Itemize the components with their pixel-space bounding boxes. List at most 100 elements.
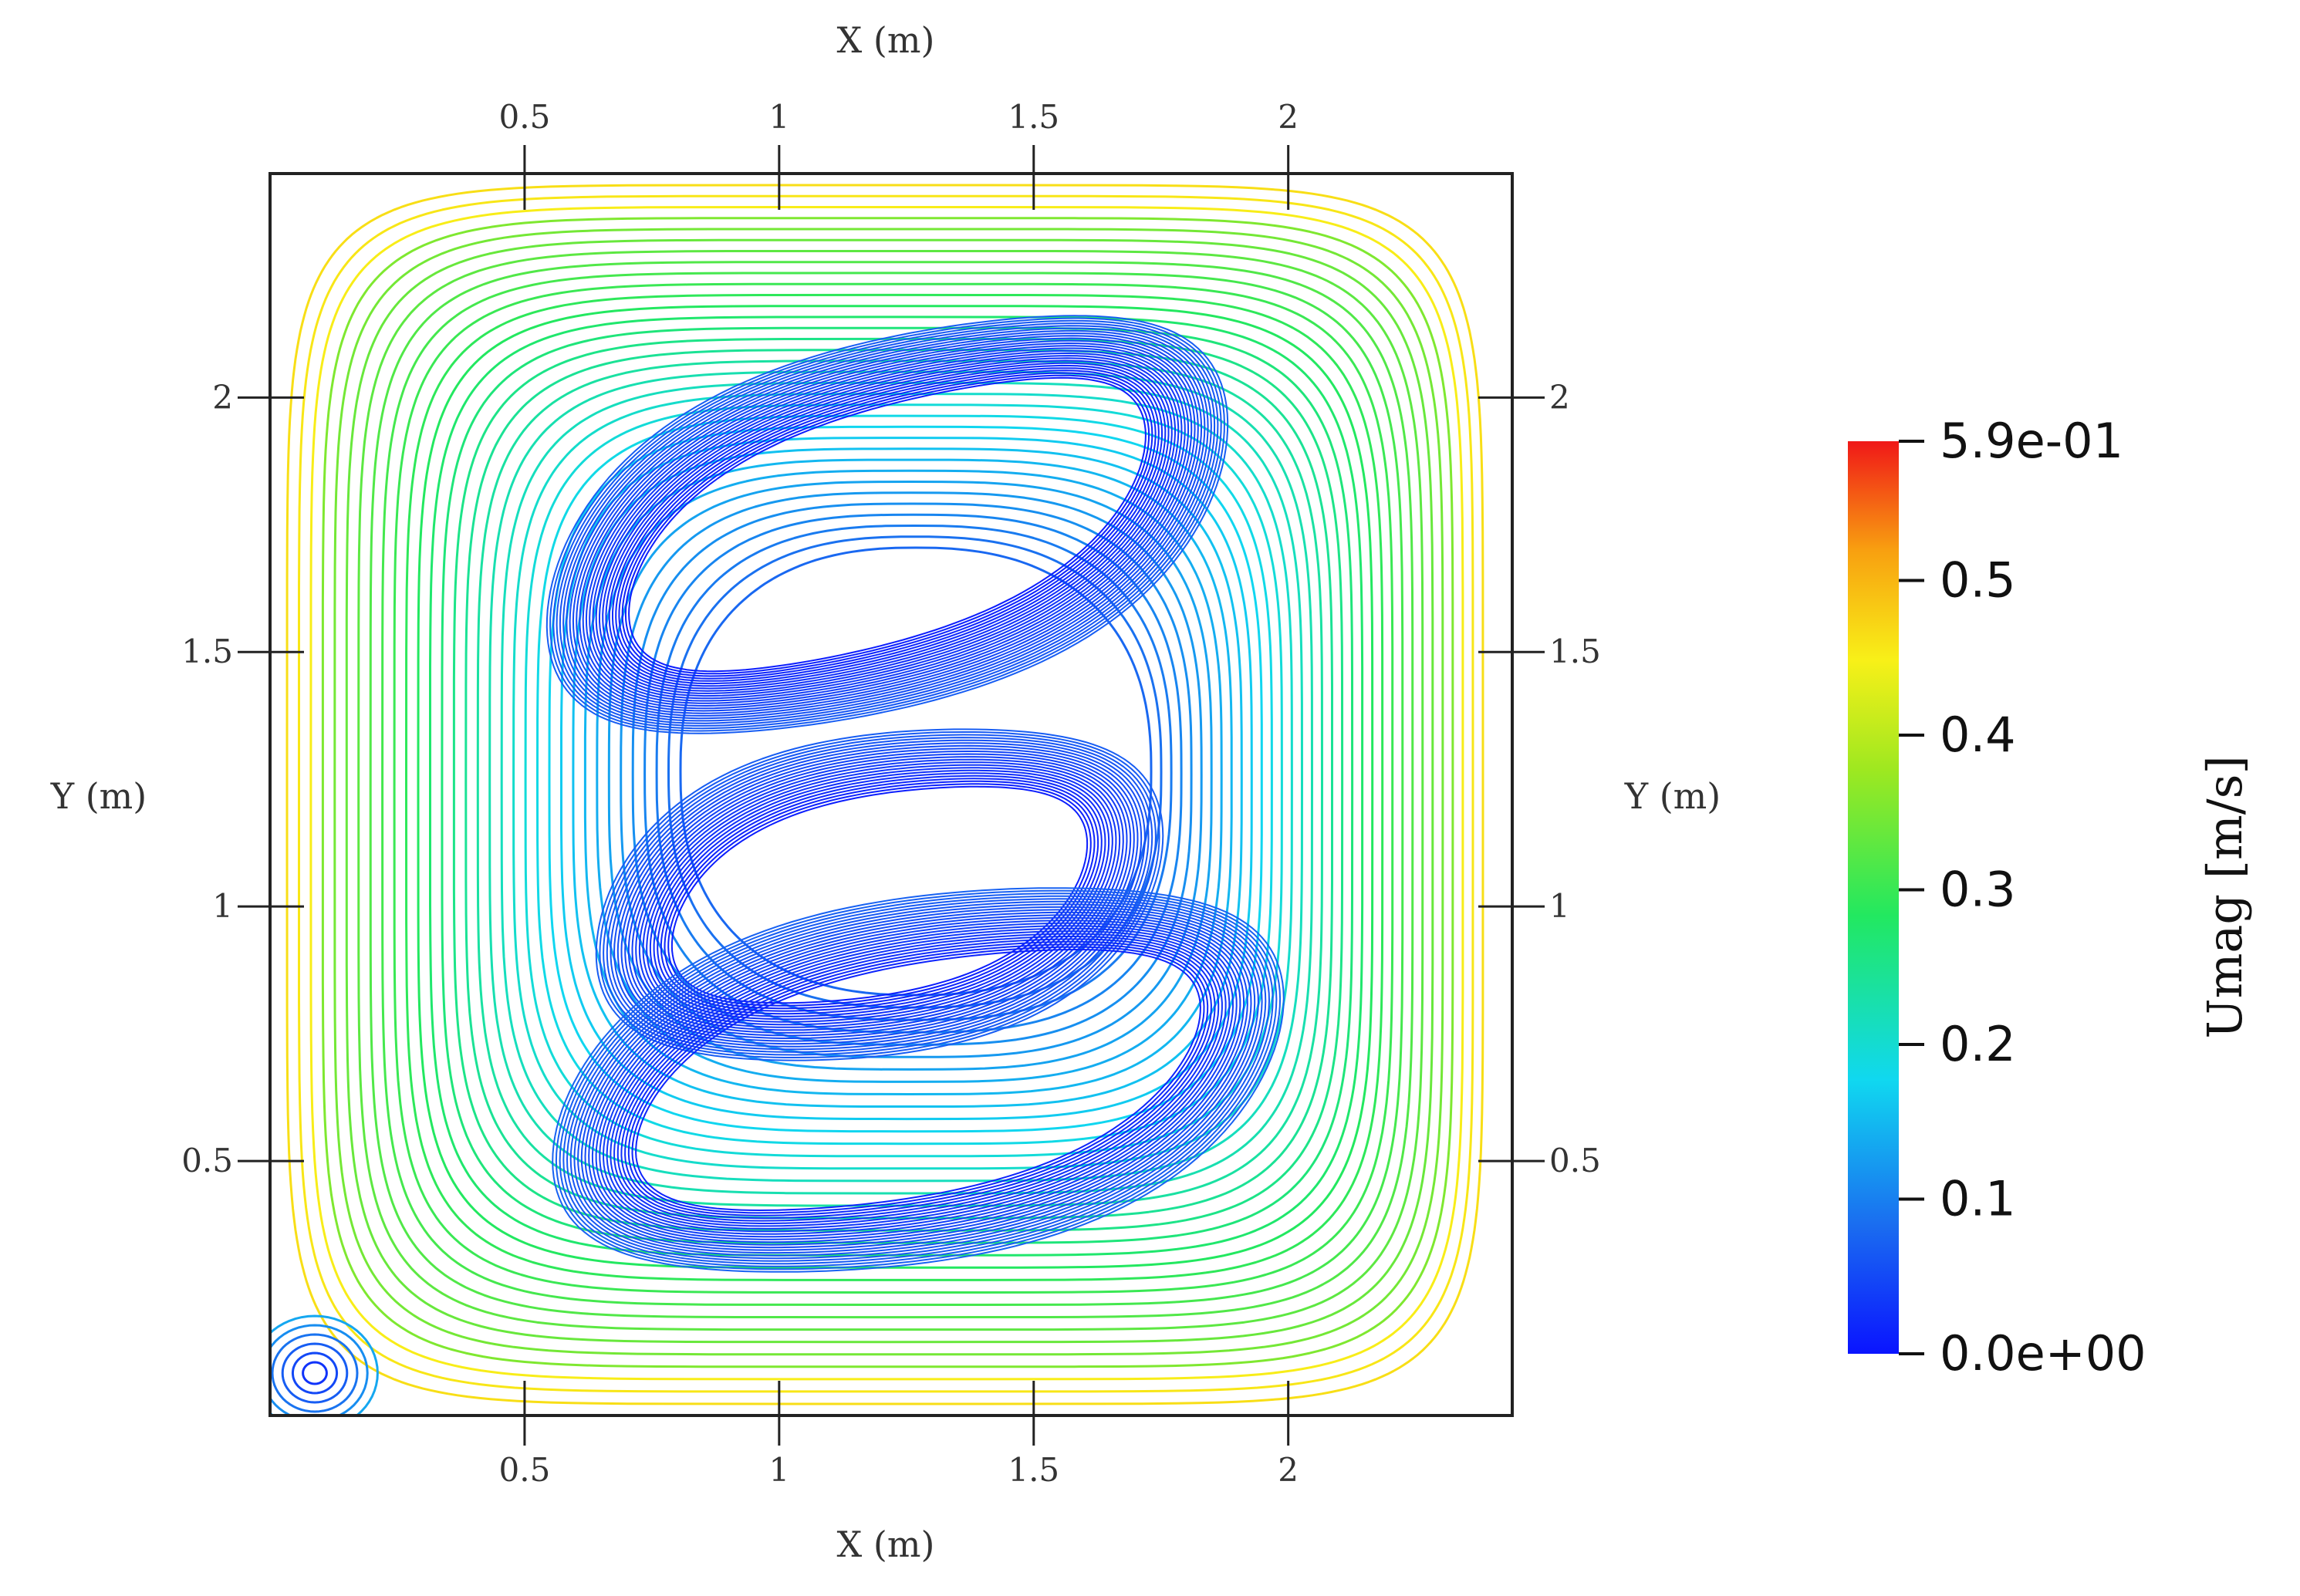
x-tick-label-bottom: 1: [768, 1451, 789, 1489]
streamline: [369, 261, 1414, 1319]
streamline: [584, 911, 1252, 1249]
streamline: [393, 282, 1394, 1294]
streamline: [655, 525, 1173, 1021]
streamline: [569, 332, 1206, 717]
streamline: [559, 892, 1278, 1267]
colorbar-tick-label: 0.5: [1940, 552, 2016, 608]
streamline: [653, 772, 1106, 1017]
streamline: [585, 345, 1190, 704]
colorbar: 5.9e-01 0.5 0.4 0.3 0.2 0.1 0.0e+00 Umag [m/s]: [1848, 413, 2253, 1382]
streamline: [381, 272, 1404, 1306]
streamline: [582, 342, 1193, 707]
streamline: [620, 747, 1139, 1042]
streamline: [613, 742, 1146, 1048]
colorbar-ticks: 5.9e-01 0.5 0.4 0.3 0.2 0.1 0.0e+00: [1899, 413, 2146, 1382]
streamline: [298, 194, 1474, 1393]
colorbar-tick-label: 0.1: [1940, 1170, 2016, 1227]
streamline: [579, 339, 1196, 710]
streamline: [596, 469, 1223, 1083]
streamline: [333, 228, 1444, 1356]
colorbar-tick-label: 0.4: [1940, 707, 2016, 763]
streamline: [271, 1333, 359, 1413]
streamline: [606, 737, 1153, 1053]
y-axis-title-left: Y (m): [50, 775, 147, 817]
x-tick-label-top: 0.5: [499, 98, 551, 136]
streamline: [562, 327, 1212, 722]
streamline: [562, 895, 1274, 1265]
streamline: [573, 903, 1263, 1257]
streamline: [631, 946, 1205, 1214]
streamline: [591, 916, 1245, 1243]
streamline: [642, 764, 1117, 1026]
streamline: [635, 758, 1124, 1031]
colorbar-tick-label: 5.9e-01: [1940, 413, 2123, 469]
streamline: [599, 731, 1160, 1058]
streamline: [638, 761, 1121, 1028]
x-tick-label-bottom: 2: [1278, 1451, 1299, 1489]
streamline: [608, 362, 1167, 687]
streamline: [624, 374, 1150, 675]
x-tick-label-top: 2: [1278, 98, 1299, 136]
streamline: [549, 317, 1225, 732]
streamline: [631, 756, 1128, 1034]
streamline: [560, 437, 1253, 1121]
streamline: [631, 502, 1193, 1046]
streamline: [566, 329, 1209, 720]
streamline: [616, 744, 1143, 1045]
streamline: [635, 949, 1201, 1211]
streamline: [281, 1342, 349, 1404]
streamline: [618, 369, 1157, 680]
streamline: [595, 919, 1241, 1240]
streamline: [595, 352, 1180, 697]
streamline: [441, 326, 1354, 1244]
streamline: [566, 898, 1270, 1262]
streamline: [285, 184, 1484, 1405]
y-axis-title-right: Y (m): [1624, 775, 1721, 817]
colorbar-tick-label: 0.0e+00: [1940, 1325, 2146, 1382]
streamline: [572, 335, 1203, 714]
axis-ticks: 0.5 0.5 1 1 1.5 1.5 2 2 0.5 0.5 1 1 1.5 1.5 2 2: [181, 98, 1601, 1489]
streamline: [309, 206, 1464, 1381]
streamline: [302, 1361, 328, 1385]
streamline: [607, 481, 1213, 1071]
y-tick-label-right: 0.5: [1549, 1142, 1601, 1179]
streamline: [606, 927, 1231, 1233]
streamline: [488, 370, 1313, 1195]
streamline: [452, 337, 1344, 1232]
streamline: [321, 217, 1454, 1368]
streamline: [572, 447, 1243, 1108]
streamline: [599, 355, 1176, 694]
x-tick-label-bottom: 1.5: [1008, 1451, 1059, 1489]
streamline: [664, 780, 1096, 1010]
streamline: [577, 906, 1259, 1254]
streamline: [589, 347, 1186, 702]
x-tick-label-top: 1.5: [1008, 98, 1059, 136]
streamline: [660, 778, 1099, 1012]
y-tick-label-left: 1.5: [181, 633, 233, 670]
streamline: [555, 889, 1282, 1270]
streamline: [649, 769, 1110, 1021]
streamline: [476, 359, 1323, 1207]
streamline: [616, 936, 1220, 1224]
streamline: [657, 774, 1103, 1015]
streamline: [592, 349, 1183, 700]
streamline: [620, 938, 1216, 1222]
streamline: [624, 751, 1135, 1039]
streamline: [605, 359, 1170, 690]
streamline: [559, 325, 1216, 724]
streamline: [345, 238, 1434, 1344]
streamline: [627, 943, 1209, 1216]
streamline: [595, 728, 1164, 1061]
x-tick-label-top: 1: [768, 98, 789, 136]
plot-frame: [269, 172, 1514, 1417]
streamline: [615, 367, 1160, 682]
x-axis-title-top: X (m): [837, 19, 935, 61]
streamline: [556, 322, 1219, 727]
streamline: [545, 315, 1229, 734]
streamline: [583, 458, 1233, 1095]
x-tick-label-bottom: 0.5: [499, 1451, 551, 1489]
y-tick-label-left: 0.5: [181, 1142, 233, 1179]
streamline: [610, 739, 1150, 1051]
colorbar-tick-label: 0.2: [1940, 1016, 2016, 1072]
streamline: [580, 909, 1256, 1251]
